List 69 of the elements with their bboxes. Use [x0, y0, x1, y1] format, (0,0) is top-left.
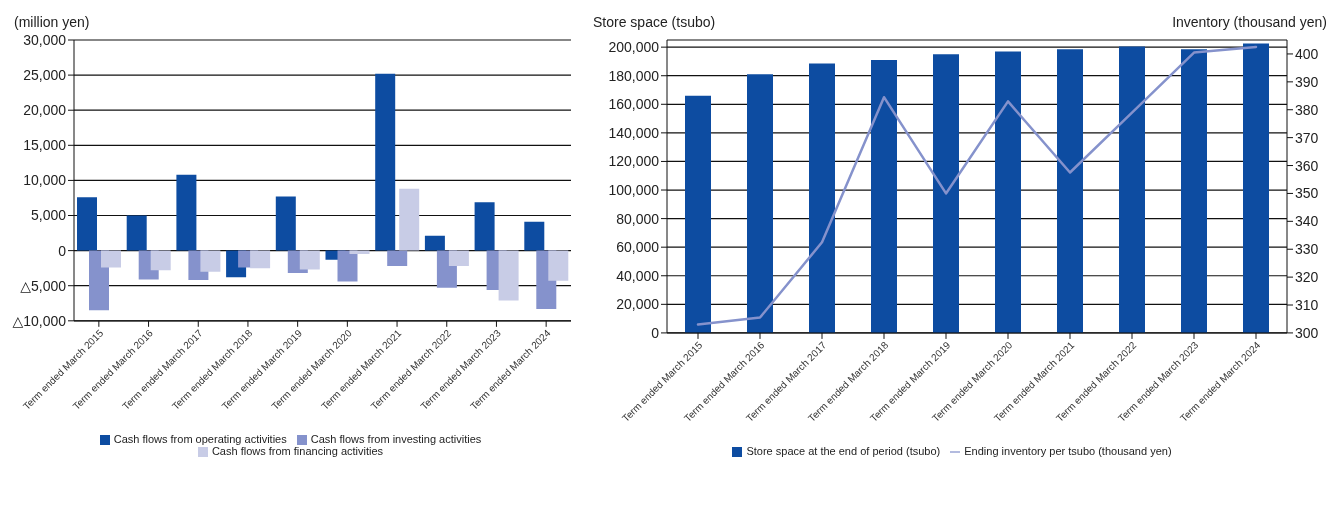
y2-tick-label: 380 — [1295, 101, 1319, 118]
legend-label: Cash flows from operating activities — [113, 432, 287, 445]
y-tick-label: △5,000 — [20, 277, 67, 294]
y-tick-label: 100,000 — [608, 182, 660, 198]
y2-tick-label: 330 — [1295, 241, 1319, 258]
bar — [299, 250, 320, 270]
y2-tick-label: 360 — [1295, 157, 1319, 174]
bar — [498, 250, 519, 301]
y2-tick-label: 370 — [1295, 129, 1319, 146]
bar — [200, 250, 221, 272]
y-tick-label: 180,000 — [608, 67, 660, 84]
y2-tick-label: 320 — [1295, 269, 1319, 286]
bar — [548, 250, 569, 281]
y-tick-label: 10,000 — [23, 172, 67, 189]
y-tick-label: 0 — [651, 324, 660, 341]
bar — [747, 74, 773, 333]
bar — [685, 95, 711, 333]
y-axis-title: Store space (tsubo) — [593, 14, 716, 30]
y-tick-label: △10,000 — [12, 312, 67, 329]
y-tick-label: 120,000 — [608, 153, 660, 170]
bar — [275, 196, 296, 251]
y2-tick-label: 390 — [1295, 73, 1319, 90]
bar — [474, 202, 495, 251]
bar — [150, 250, 171, 271]
bar — [524, 221, 545, 251]
y2-tick-label: 400 — [1295, 45, 1319, 62]
y-tick-label: 5,000 — [30, 207, 67, 224]
bar — [1243, 43, 1269, 333]
bar — [995, 51, 1021, 333]
y-tick-label: 25,000 — [23, 67, 67, 84]
bar — [1119, 46, 1145, 333]
bar — [337, 250, 358, 282]
bar — [1181, 49, 1207, 333]
y2-tick-label: 340 — [1295, 213, 1319, 230]
bar — [250, 250, 271, 269]
bar — [1057, 49, 1083, 333]
y2-tick-label: 300 — [1295, 324, 1319, 341]
y-tick-label: 160,000 — [608, 96, 660, 113]
y2-tick-label: 350 — [1295, 185, 1319, 202]
y-axis-title: (million yen) — [14, 14, 90, 30]
bar — [933, 54, 959, 333]
y-tick-label: 60,000 — [616, 239, 660, 256]
y2-axis-title: Inventory (thousand yen) — [1172, 14, 1327, 30]
y-tick-label: 0 — [58, 242, 67, 259]
legend-label: Cash flows from financing activities — [211, 444, 384, 457]
y-tick-label: 140,000 — [608, 124, 660, 141]
bar — [101, 250, 121, 268]
bar — [809, 63, 835, 333]
bar — [77, 197, 97, 251]
line-series — [696, 45, 1258, 326]
bar — [375, 73, 396, 251]
legend-label: Ending inventory per tsubo (thousand yen) — [964, 444, 1172, 457]
bar — [387, 250, 408, 267]
bar — [424, 235, 445, 251]
y-tick-label: 30,000 — [23, 31, 67, 48]
bar — [126, 215, 147, 251]
bar — [399, 188, 420, 251]
y-tick-label: 200,000 — [608, 39, 660, 56]
legend-label: Store space at the end of period (tsubo) — [746, 444, 941, 457]
bar — [176, 174, 197, 251]
bar — [448, 250, 469, 267]
y-tick-label: 80,000 — [616, 210, 660, 227]
y-tick-label: 20,000 — [616, 296, 660, 313]
bar — [871, 60, 897, 333]
legend-label: Cash flows from investing activities — [310, 432, 482, 445]
y-tick-label: 40,000 — [616, 267, 660, 284]
y2-tick-label: 310 — [1295, 296, 1319, 313]
y-tick-label: 20,000 — [23, 102, 67, 119]
y-tick-label: 15,000 — [23, 137, 67, 154]
